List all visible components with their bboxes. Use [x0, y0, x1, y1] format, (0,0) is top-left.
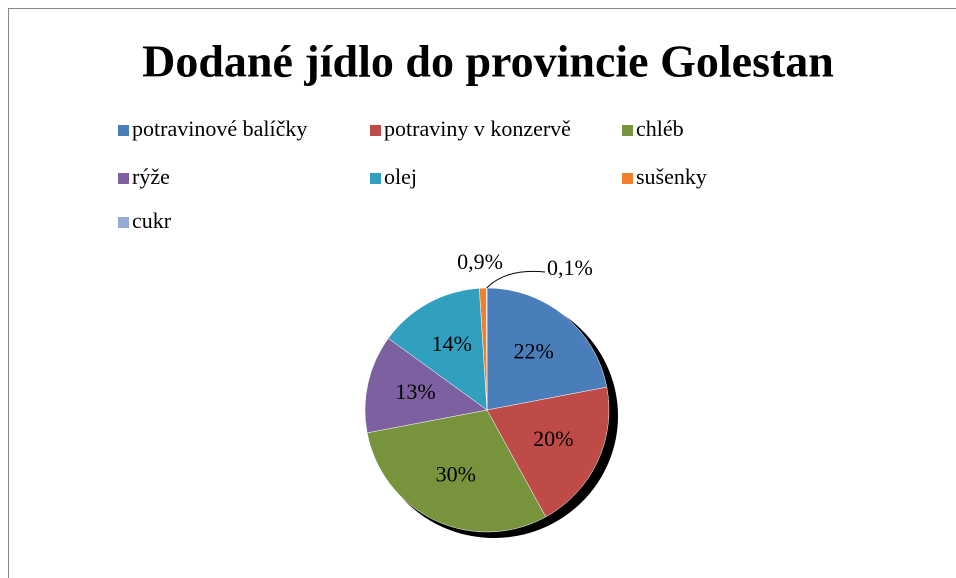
data-label: 30% [436, 461, 476, 486]
leader-line [486, 270, 546, 289]
legend-swatch [370, 173, 381, 184]
pie-slice [486, 386, 610, 518]
legend-label: rýže [132, 164, 170, 189]
pie-slice [486, 287, 608, 411]
chart-border [8, 8, 956, 578]
legend-swatch [118, 217, 129, 228]
data-label: 13% [395, 379, 435, 404]
legend-label: chléb [636, 116, 684, 141]
legend-label: potraviny v konzervě [384, 116, 571, 141]
legend-label: sušenky [636, 164, 707, 189]
legend-swatch [118, 173, 129, 184]
pie-slice [364, 337, 488, 434]
data-label: 22% [513, 339, 553, 364]
data-label: 0,1% [547, 255, 593, 280]
pie-slice [387, 287, 488, 411]
data-label: 14% [432, 331, 472, 356]
legend-swatch [622, 173, 633, 184]
pie-slice [366, 409, 547, 533]
legend-swatch [622, 125, 633, 136]
legend-swatch [118, 125, 129, 136]
data-label: 0,9% [457, 249, 503, 274]
legend-label: potravinové balíčky [132, 116, 307, 141]
data-label: 20% [533, 426, 573, 451]
chart-title: Dodané jídlo do provincie Golestan [142, 36, 834, 87]
legend-label: olej [384, 164, 417, 189]
legend-label: cukr [132, 208, 172, 233]
legend-swatch [370, 125, 381, 136]
